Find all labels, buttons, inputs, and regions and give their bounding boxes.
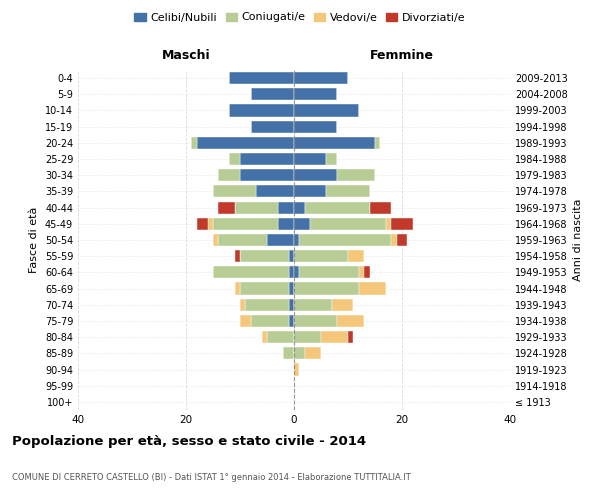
Bar (229, 104, 294, 117)
Bar (332, 298, 353, 311)
Bar (267, 234, 294, 246)
Bar (197, 137, 294, 149)
Bar (213, 234, 218, 246)
Bar (294, 120, 337, 132)
Text: Femmine: Femmine (370, 50, 434, 62)
Bar (294, 202, 305, 213)
Bar (321, 331, 348, 343)
Bar (240, 153, 294, 165)
Bar (294, 348, 305, 360)
Bar (294, 364, 299, 376)
Legend: Celibi/Nubili, Coniugati/e, Vedovi/e, Divorziati/e: Celibi/Nubili, Coniugati/e, Vedovi/e, Di… (130, 8, 470, 27)
Bar (213, 218, 278, 230)
Bar (289, 250, 294, 262)
Bar (294, 186, 326, 198)
Bar (218, 202, 235, 213)
Bar (289, 282, 294, 294)
Bar (213, 186, 256, 198)
Bar (240, 315, 251, 327)
Y-axis label: Fasce di età: Fasce di età (29, 207, 39, 273)
Bar (305, 348, 321, 360)
Bar (218, 234, 267, 246)
Bar (294, 266, 299, 278)
Bar (348, 250, 364, 262)
Bar (348, 331, 353, 343)
Bar (283, 348, 294, 360)
Bar (375, 137, 380, 149)
Bar (278, 202, 294, 213)
Bar (294, 137, 375, 149)
Bar (218, 169, 240, 181)
Bar (370, 202, 391, 213)
Bar (235, 250, 240, 262)
Bar (262, 331, 267, 343)
Bar (235, 202, 278, 213)
Bar (294, 169, 337, 181)
Bar (256, 186, 294, 198)
Bar (289, 298, 294, 311)
Bar (310, 218, 386, 230)
Bar (294, 218, 310, 230)
Bar (294, 315, 337, 327)
Bar (359, 282, 386, 294)
Bar (305, 202, 370, 213)
Bar (359, 266, 364, 278)
Bar (397, 234, 407, 246)
Bar (294, 298, 332, 311)
Bar (386, 218, 391, 230)
Bar (229, 72, 294, 84)
Bar (251, 120, 294, 132)
Bar (294, 88, 337, 101)
Bar (191, 137, 197, 149)
Bar (294, 104, 359, 117)
Bar (326, 186, 370, 198)
Bar (391, 234, 397, 246)
Bar (337, 169, 375, 181)
Bar (267, 331, 294, 343)
Bar (299, 234, 391, 246)
Bar (364, 266, 370, 278)
Bar (240, 169, 294, 181)
Bar (240, 298, 245, 311)
Bar (251, 315, 289, 327)
Bar (251, 88, 294, 101)
Bar (337, 315, 364, 327)
Bar (294, 282, 359, 294)
Bar (229, 153, 240, 165)
Bar (278, 218, 294, 230)
Bar (213, 266, 289, 278)
Bar (197, 218, 208, 230)
Bar (208, 218, 213, 230)
Bar (235, 282, 240, 294)
Bar (240, 250, 289, 262)
Bar (245, 298, 289, 311)
Text: COMUNE DI CERRETO CASTELLO (BI) - Dati ISTAT 1° gennaio 2014 - Elaborazione TUTT: COMUNE DI CERRETO CASTELLO (BI) - Dati I… (12, 473, 411, 482)
Text: Popolazione per età, sesso e stato civile - 2014: Popolazione per età, sesso e stato civil… (12, 435, 366, 448)
Bar (294, 72, 348, 84)
Text: Maschi: Maschi (161, 50, 211, 62)
Bar (299, 266, 359, 278)
Bar (391, 218, 413, 230)
Bar (294, 250, 348, 262)
Bar (326, 153, 337, 165)
Bar (294, 234, 299, 246)
Bar (289, 315, 294, 327)
Y-axis label: Anni di nascita: Anni di nascita (573, 198, 583, 281)
Bar (294, 331, 321, 343)
Bar (240, 282, 289, 294)
Bar (294, 153, 326, 165)
Bar (289, 266, 294, 278)
